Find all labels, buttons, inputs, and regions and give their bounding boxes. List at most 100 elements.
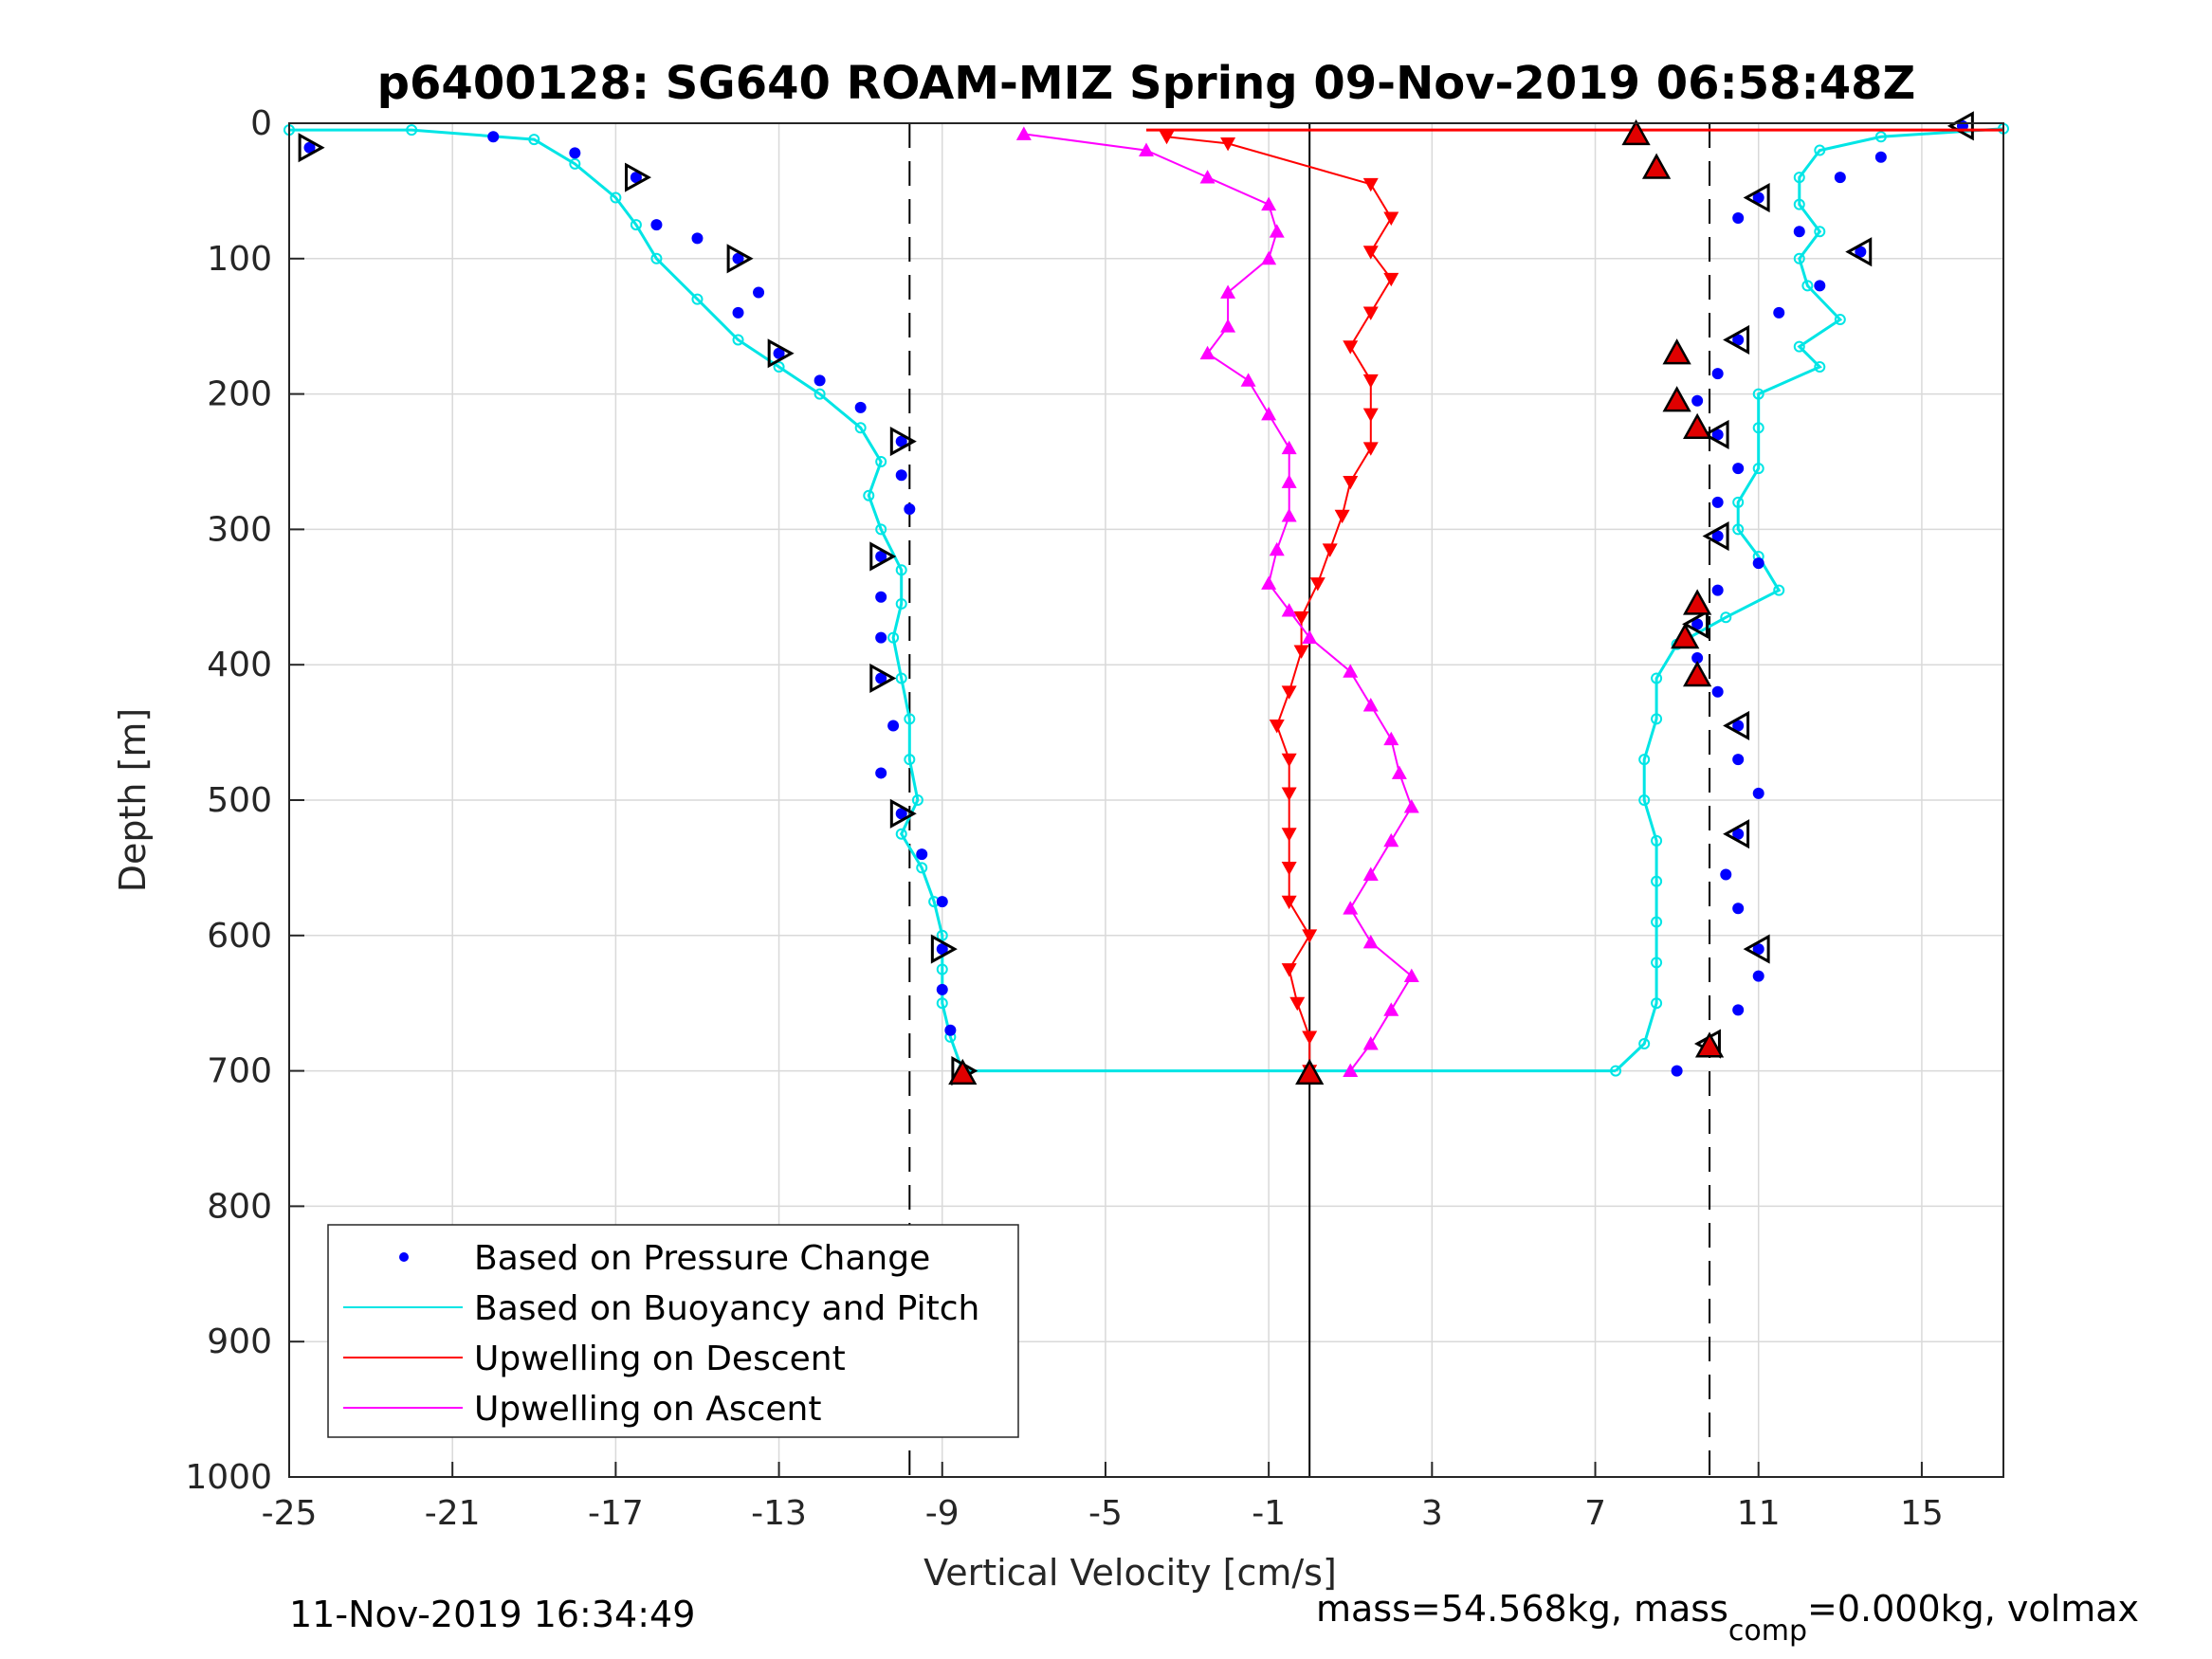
upwelling-ascent-point xyxy=(1281,474,1297,488)
turn-marker-filled xyxy=(1683,412,1712,439)
upwelling-ascent-point xyxy=(1261,250,1277,265)
upwelling-descent-point xyxy=(1362,246,1379,260)
buoyancy-point xyxy=(1651,672,1663,684)
pressure-point xyxy=(487,131,500,143)
x-tick-label: -25 xyxy=(262,1494,318,1533)
y-tick-label: 0 xyxy=(250,104,272,143)
pressure-point xyxy=(1732,828,1745,840)
footer-mass-info: mass=54.568kg, masscomp=0.000kg, volmax xyxy=(1316,1588,2139,1648)
buoyancy-point xyxy=(1638,794,1651,806)
buoyancy-point xyxy=(854,422,867,434)
buoyancy-point xyxy=(887,631,900,644)
buoyancy-point xyxy=(650,252,663,264)
pressure-point xyxy=(1834,172,1846,184)
upwelling-ascent-point xyxy=(1220,284,1236,299)
pressure-point xyxy=(895,808,907,820)
y-tick-label: 800 xyxy=(207,1187,272,1226)
turn-marker-filled xyxy=(1641,153,1672,179)
upwelling-descent-line xyxy=(1166,136,1393,1071)
pressure-point xyxy=(1711,530,1724,542)
upwelling-descent-point xyxy=(1343,340,1359,355)
turn-marker xyxy=(767,338,795,369)
buoyancy-point xyxy=(1651,997,1663,1010)
y-tick-label: 500 xyxy=(207,781,272,820)
upwelling-ascent-point xyxy=(1383,1002,1399,1016)
pressure-point xyxy=(569,147,581,159)
upwelling-descent-point xyxy=(1281,787,1297,801)
turn-marker-filled xyxy=(1662,338,1691,365)
buoyancy-point xyxy=(904,713,916,725)
pressure-point xyxy=(1732,463,1745,475)
pressure-point xyxy=(1752,787,1764,799)
series-layer xyxy=(283,111,2009,1086)
x-tick-label: 3 xyxy=(1421,1494,1443,1533)
legend-label: Upwelling on Descent xyxy=(474,1340,846,1378)
turn-marker xyxy=(869,663,897,694)
upwelling-ascent-point xyxy=(1199,170,1216,184)
upwelling-descent-point xyxy=(1362,306,1379,320)
footer-timestamp: 11-Nov-2019 16:34:49 xyxy=(289,1594,695,1635)
pressure-point xyxy=(773,347,785,359)
x-tick-label: -9 xyxy=(925,1494,960,1533)
buoyancy-point xyxy=(1651,834,1663,847)
buoyancy-point xyxy=(773,361,785,374)
buoyancy-point xyxy=(1834,314,1846,326)
upwelling-ascent-point xyxy=(1403,968,1419,983)
y-tick-label: 1000 xyxy=(185,1458,272,1497)
pressure-point xyxy=(936,943,948,956)
turn-marker-filled xyxy=(1671,623,1700,649)
upwelling-ascent-point xyxy=(1302,629,1318,645)
buoyancy-point xyxy=(1651,957,1663,969)
buoyancy-point xyxy=(936,929,948,941)
pressure-point xyxy=(732,252,744,264)
pressure-point xyxy=(1711,496,1724,508)
pressure-point xyxy=(875,767,887,779)
upwelling-descent-point xyxy=(1362,442,1379,456)
pressure-point xyxy=(944,1024,957,1036)
pressure-point xyxy=(875,672,887,684)
buoyancy-descent-line xyxy=(289,128,964,1072)
upwelling-ascent-point xyxy=(1362,698,1379,712)
buoyancy-point xyxy=(1732,496,1745,508)
upwelling-descent-point xyxy=(1293,611,1309,626)
buoyancy-point xyxy=(904,754,916,766)
pressure-point xyxy=(895,435,907,447)
turn-marker xyxy=(1702,419,1729,449)
upwelling-descent-point xyxy=(1220,137,1236,152)
x-tick-label: -1 xyxy=(1252,1494,1286,1533)
turn-marker xyxy=(1723,324,1750,356)
buoyancy-point xyxy=(1651,713,1663,725)
pressure-point xyxy=(875,591,887,603)
y-tick-label: 900 xyxy=(207,1322,272,1361)
buoyancy-point xyxy=(732,334,744,346)
buoyancy-point xyxy=(1814,226,1826,238)
x-axis-label: Vertical Velocity [cm/s] xyxy=(923,1552,1337,1594)
buoyancy-point xyxy=(610,191,622,204)
buoyancy-point xyxy=(406,124,418,137)
upwelling-ascent-point xyxy=(1343,664,1359,678)
upwelling-descent-point xyxy=(1289,996,1306,1012)
pressure-point xyxy=(1711,428,1724,441)
x-tick-label: 15 xyxy=(1900,1494,1944,1533)
buoyancy-point xyxy=(895,597,907,610)
pressure-point xyxy=(1752,557,1764,570)
pressure-point xyxy=(814,374,826,387)
pressure-point xyxy=(1691,618,1704,630)
pressure-point xyxy=(650,219,663,231)
turn-marker xyxy=(1702,520,1729,552)
y-tick-label: 600 xyxy=(207,917,272,956)
pressure-point xyxy=(691,232,704,245)
pressure-point xyxy=(1732,902,1745,915)
upwelling-ascent-point xyxy=(1240,373,1256,387)
upwelling-ascent-point xyxy=(1391,765,1407,779)
pressure-point xyxy=(1732,334,1745,346)
turn-marker xyxy=(1723,710,1750,741)
upwelling-ascent-point xyxy=(1139,142,1154,156)
buoyancy-point xyxy=(528,134,540,146)
pressure-point xyxy=(1671,1065,1683,1077)
upwelling-ascent-point xyxy=(1403,799,1419,813)
y-tick-label: 100 xyxy=(207,240,272,279)
upwelling-ascent-line xyxy=(1023,133,1414,1072)
pressure-point xyxy=(1752,943,1764,956)
buoyancy-point xyxy=(1793,198,1805,210)
